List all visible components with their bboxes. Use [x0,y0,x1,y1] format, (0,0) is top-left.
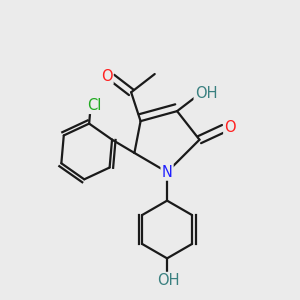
Text: OH: OH [157,273,180,288]
Text: OH: OH [195,86,217,101]
Text: O: O [224,120,236,135]
Text: O: O [101,69,112,84]
Text: Cl: Cl [88,98,102,113]
Text: N: N [162,165,172,180]
